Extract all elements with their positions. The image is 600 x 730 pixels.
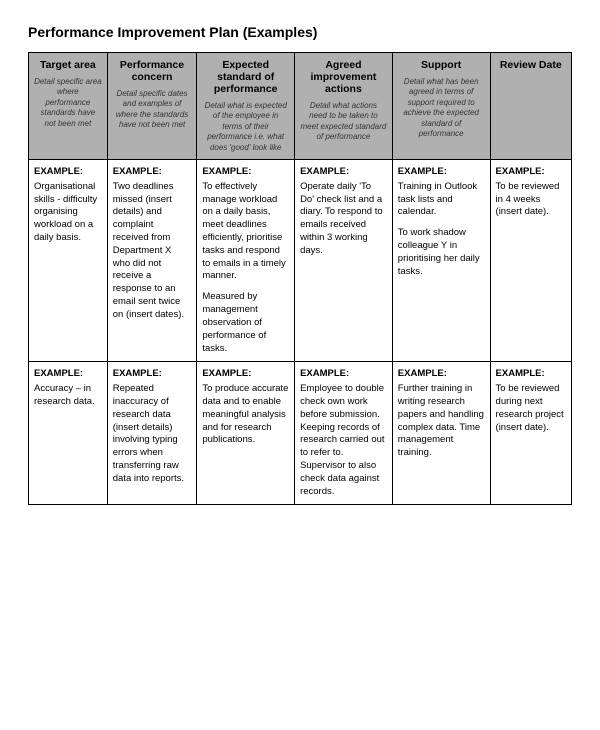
table-cell: EXAMPLE: To produce accurate data and to … — [197, 362, 295, 505]
cell-text: Measured by management observation of pe… — [202, 291, 289, 355]
table-cell: EXAMPLE: To be reviewed during next resea… — [490, 362, 571, 505]
col-title: Support — [398, 59, 485, 71]
col-header-support: Support Detail what has been agreed in t… — [392, 53, 490, 160]
col-header-review-date: Review Date — [490, 53, 571, 160]
cell-text: Operate daily 'To Do' check list and a d… — [300, 181, 387, 258]
table-row: EXAMPLE:Accuracy – in research data.EXAM… — [29, 362, 572, 505]
cell-text: To be reviewed during next research proj… — [496, 383, 566, 434]
example-label: EXAMPLE: — [300, 166, 387, 179]
table-cell: EXAMPLE: Employee to double check own wor… — [295, 362, 393, 505]
table-body: EXAMPLE: Organisational skills - difficul… — [29, 159, 572, 505]
table-cell: EXAMPLE: Further training in writing rese… — [392, 362, 490, 505]
cell-text: To work shadow colleague Y in prioritisi… — [398, 227, 485, 278]
cell-text: To produce accurate data and to enable m… — [202, 383, 289, 447]
table-cell: EXAMPLE: Organisational skills - difficul… — [29, 159, 108, 361]
col-desc: Detail what is expected of the employee … — [202, 101, 289, 153]
cell-text: Two deadlines missed (insert details) an… — [113, 181, 192, 322]
table-cell: EXAMPLE: Training in Outlook task lists a… — [392, 159, 490, 361]
col-desc: Detail specific dates and examples of wh… — [113, 89, 192, 131]
col-title: Expected standard of performance — [202, 59, 289, 95]
example-label: EXAMPLE: — [34, 166, 102, 179]
example-label: EXAMPLE: — [202, 166, 289, 179]
col-title: Target area — [34, 59, 102, 71]
table-cell: EXAMPLE: Accuracy – in research data. — [29, 362, 108, 505]
example-label: EXAMPLE: — [34, 368, 102, 381]
page-title: Performance Improvement Plan (Examples) — [28, 24, 572, 40]
cell-text: Training in Outlook task lists and calen… — [398, 181, 485, 219]
col-title: Performance concern — [113, 59, 192, 83]
col-header-expected-standard: Expected standard of performance Detail … — [197, 53, 295, 160]
example-label: EXAMPLE: — [496, 368, 566, 381]
table-cell: EXAMPLE: Two deadlines missed (insert det… — [107, 159, 197, 361]
col-desc: Detail specific area where performance s… — [34, 77, 102, 129]
pip-table: Target area Detail specific area where p… — [28, 52, 572, 505]
cell-text: Further training in writing research pap… — [398, 383, 485, 460]
col-header-performance-concern: Performance concern Detail specific date… — [107, 53, 197, 160]
example-label: EXAMPLE: — [202, 368, 289, 381]
example-label: EXAMPLE: — [398, 166, 485, 179]
table-cell: EXAMPLE: To be reviewed in 4 weeks (inser… — [490, 159, 571, 361]
cell-text: Repeated inaccuracy of research data (in… — [113, 383, 192, 486]
cell-text: To effectively manage workload on a dail… — [202, 181, 289, 284]
example-label: EXAMPLE: — [113, 166, 192, 179]
col-title: Agreed improvement actions — [300, 59, 387, 95]
table-row: EXAMPLE: Organisational skills - difficul… — [29, 159, 572, 361]
col-header-target-area: Target area Detail specific area where p… — [29, 53, 108, 160]
table-cell: EXAMPLE: To effectively manage workload o… — [197, 159, 295, 361]
cell-text: Accuracy – in research data. — [34, 383, 102, 409]
cell-text: To be reviewed in 4 weeks (insert date). — [496, 181, 566, 219]
col-desc: Detail what has been agreed in terms of … — [398, 77, 485, 139]
col-title: Review Date — [496, 59, 566, 71]
example-label: EXAMPLE: — [300, 368, 387, 381]
cell-text: Organisational skills - difficulty organ… — [34, 181, 102, 245]
table-cell: EXAMPLE: Repeated inaccuracy of research … — [107, 362, 197, 505]
example-label: EXAMPLE: — [113, 368, 192, 381]
cell-text: Employee to double check own work before… — [300, 383, 387, 498]
col-desc: Detail what actions need to be taken to … — [300, 101, 387, 143]
example-label: EXAMPLE: — [496, 166, 566, 179]
table-cell: EXAMPLE: Operate daily 'To Do' check list… — [295, 159, 393, 361]
example-label: EXAMPLE: — [398, 368, 485, 381]
header-row: Target area Detail specific area where p… — [29, 53, 572, 160]
col-header-agreed-actions: Agreed improvement actions Detail what a… — [295, 53, 393, 160]
